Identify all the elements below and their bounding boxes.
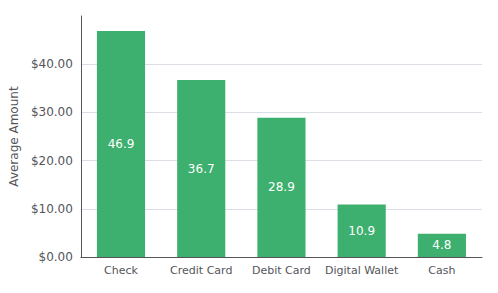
svg-text:Check: Check [104, 264, 138, 277]
svg-text:28.9: 28.9 [268, 180, 295, 194]
svg-text:Cash: Cash [428, 264, 455, 277]
svg-text:$40.00: $40.00 [31, 57, 73, 71]
svg-text:Debit Card: Debit Card [252, 264, 311, 277]
svg-text:46.9: 46.9 [108, 137, 135, 151]
svg-text:$30.00: $30.00 [31, 105, 73, 119]
svg-text:Average Amount: Average Amount [7, 86, 21, 187]
svg-text:$20.00: $20.00 [31, 154, 73, 168]
svg-text:10.9: 10.9 [348, 224, 375, 238]
svg-text:$10.00: $10.00 [31, 202, 73, 216]
svg-text:36.7: 36.7 [188, 162, 215, 176]
svg-text:4.8: 4.8 [432, 238, 451, 252]
svg-text:$0.00: $0.00 [39, 250, 73, 264]
svg-text:Credit Card: Credit Card [170, 264, 232, 277]
svg-text:Digital Wallet: Digital Wallet [325, 264, 399, 277]
